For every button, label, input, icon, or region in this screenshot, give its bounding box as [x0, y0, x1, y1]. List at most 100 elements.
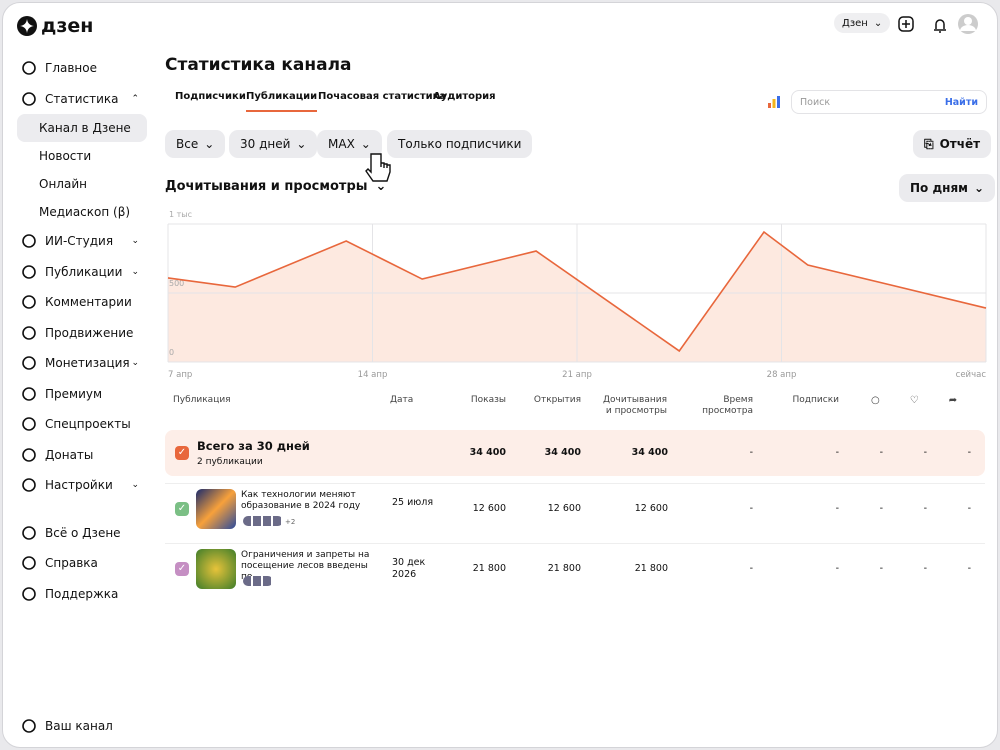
tab[interactable]: Почасовая статистика: [318, 91, 447, 102]
nav-label: ИИ-Студия: [45, 234, 114, 248]
nav-item[interactable]: Публикации ⌄: [17, 258, 147, 286]
cell: -: [835, 447, 839, 458]
thumbnail: [196, 549, 236, 589]
nav-label: Монетизация: [45, 356, 130, 370]
filter-label: MAX: [328, 137, 355, 151]
table-row[interactable]: [165, 483, 985, 535]
period-select[interactable]: По дням ⌄: [899, 174, 996, 202]
nav-item[interactable]: Продвижение: [17, 319, 147, 347]
nav-icon: [22, 325, 36, 340]
search-button[interactable]: Найти: [944, 97, 978, 108]
chevron: ⌄: [131, 236, 139, 246]
nav-label: Всё о Дзене: [45, 525, 121, 540]
cell: -: [967, 503, 971, 514]
x-tick-label: 7 апр: [168, 370, 192, 380]
nav-item[interactable]: ИИ-Студия ⌄: [17, 227, 147, 255]
nav-item[interactable]: Всё о Дзене: [17, 519, 147, 547]
nav-icon: [22, 295, 36, 309]
search-box[interactable]: Поиск Найти: [791, 90, 987, 114]
nav-item[interactable]: Монетизация ⌄: [17, 349, 147, 377]
row-checkbox[interactable]: ✓: [175, 562, 189, 576]
cell: 12 600: [634, 503, 668, 514]
nav-label: Канал в Дзене: [39, 121, 131, 135]
nav-icon: [22, 417, 36, 431]
nav-item[interactable]: Новости: [17, 142, 147, 170]
logo[interactable]: дзен: [17, 15, 93, 37]
cell: -: [749, 563, 753, 574]
nav-label: Главное: [45, 61, 97, 75]
nav-item[interactable]: Онлайн: [17, 170, 147, 198]
nav-item[interactable]: Канал в Дзене: [17, 114, 147, 142]
cell: -: [923, 563, 927, 574]
nav-item[interactable]: Ваш канал: [17, 712, 147, 740]
nav-label: Справка: [45, 556, 98, 570]
cell: 34 400: [469, 447, 506, 458]
x-tick-label: сейчас: [956, 370, 987, 380]
chevron: ⌄: [131, 480, 139, 490]
nav-item[interactable]: Справка: [17, 549, 147, 577]
y-tick-label: 0: [169, 348, 174, 357]
section-label: Дочитывания и просмотры: [165, 179, 368, 194]
header-icons: [898, 14, 978, 34]
header-icons: ○♡➦: [871, 395, 988, 406]
y-tick-label: 1 тыс: [169, 210, 192, 219]
account-switch[interactable]: Дзен ⌄: [834, 13, 891, 33]
nav-label: Онлайн: [39, 177, 87, 191]
section-title[interactable]: Дочитывания и просмотры ⌄: [165, 179, 387, 194]
cursor: [365, 153, 391, 182]
filter-label: Только подписчики: [398, 137, 522, 151]
chevron: ⌄: [131, 358, 139, 368]
column-header: Открытия: [533, 395, 581, 405]
cell: -: [967, 447, 971, 458]
nav-item[interactable]: Статистика ⌃: [17, 85, 147, 113]
nav-label: Комментарии: [45, 295, 132, 309]
nav-label: Премиум: [45, 386, 103, 401]
nav-item[interactable]: Комментарии: [17, 288, 147, 316]
row-date: 25 июля: [392, 497, 434, 508]
nav-label: Спецпроекты: [45, 417, 131, 431]
report-button[interactable]: ⎘ Отчёт: [913, 130, 992, 158]
nav-item[interactable]: Поддержка: [17, 580, 147, 608]
nav-label: Продвижение: [45, 325, 134, 340]
table-row[interactable]: [165, 430, 985, 476]
nav-item[interactable]: Премиум: [17, 380, 147, 408]
tab[interactable]: Публикации: [246, 91, 318, 112]
row-checkbox[interactable]: ✓: [175, 446, 189, 460]
cell: 21 800: [472, 563, 506, 574]
column-header: Дата: [390, 395, 414, 405]
nav-icon: [22, 478, 36, 492]
search-placeholder: Поиск: [800, 97, 831, 108]
table-row[interactable]: [165, 543, 985, 595]
cell: -: [879, 447, 883, 458]
x-tick-label: 21 апр: [562, 370, 592, 380]
cell: -: [835, 503, 839, 514]
row-subtitle: 2 публикации: [197, 457, 263, 467]
chevron: ⌄: [131, 266, 139, 277]
nav-icon: [22, 234, 36, 248]
filter-chip[interactable]: Все ⌄: [165, 130, 226, 158]
tab[interactable]: Подписчики: [175, 91, 246, 102]
nav-item[interactable]: Главное: [17, 54, 147, 82]
logo-text: дзен: [41, 15, 94, 37]
nav-label: Статистика: [45, 91, 119, 106]
row-checkbox[interactable]: ✓: [175, 502, 189, 516]
nav-item[interactable]: Спецпроекты: [17, 410, 147, 438]
filter-chip[interactable]: Только подписчики: [387, 130, 533, 158]
y-tick-label: 500: [169, 279, 184, 288]
period-label: По дням: [910, 181, 968, 195]
nav-label: Донаты: [45, 447, 94, 462]
nav-item[interactable]: Настройки ⌄: [17, 471, 147, 499]
line: [167, 230, 987, 353]
column-header: Дочитывания и просмотры: [602, 395, 667, 416]
nav-item[interactable]: Донаты: [17, 441, 147, 469]
row-title: Всего за 30 дней: [197, 439, 310, 453]
nav-icon: [22, 386, 36, 401]
nav-item[interactable]: Медиаскоп (β): [17, 198, 147, 226]
cell: -: [967, 563, 971, 574]
nav-icon: [22, 556, 36, 570]
nav-label: Настройки: [45, 478, 113, 492]
tab[interactable]: Аудитория: [433, 91, 496, 102]
nav-icon: [22, 525, 36, 540]
filter-chip[interactable]: 30 дней ⌄: [229, 130, 318, 158]
